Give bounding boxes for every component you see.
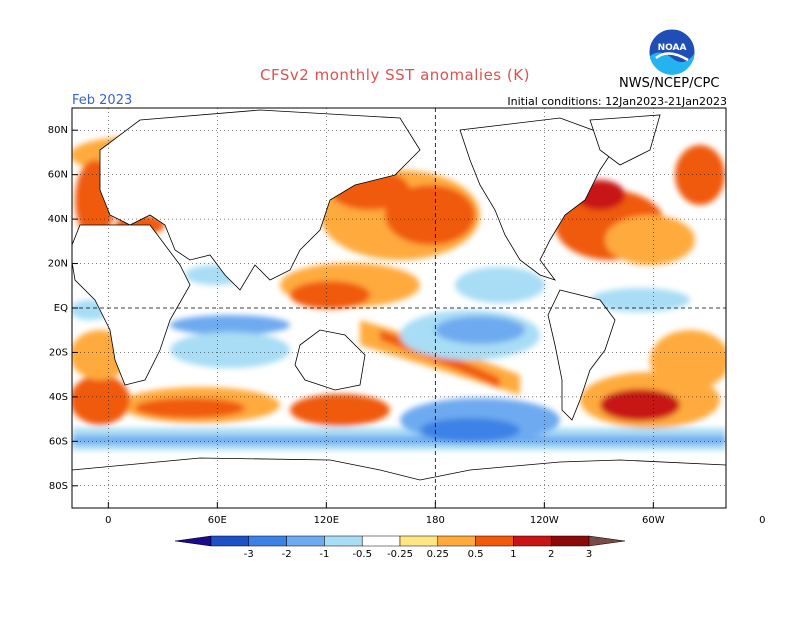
lat-lon-grid — [72, 108, 726, 508]
lon-label: 60E — [208, 515, 227, 526]
colorbar-box — [550, 535, 590, 547]
australia — [294, 329, 366, 391]
colorbar-label: -2 — [282, 549, 292, 560]
lat-label: 40S — [49, 392, 68, 403]
noaa-logo-icon: NOAA — [648, 28, 696, 76]
colorbar-box — [286, 535, 325, 547]
colorbar-box — [210, 535, 250, 547]
longitude-labels: 0 60E 120E 180 120W 60W 0 — [105, 515, 765, 526]
colorbar-high-arrow — [588, 535, 626, 547]
colorbar-label: -3 — [244, 549, 254, 560]
lon-label: 180 — [426, 515, 445, 526]
valid-month-label: Feb 2023 — [72, 93, 133, 108]
colorbar: -3 -2 -1 -0.5 -0.25 0.25 0.5 1 2 3 — [174, 535, 626, 560]
continents — [72, 109, 726, 508]
colorbar-label: 0.5 — [468, 549, 484, 560]
svg-text:NOAA: NOAA — [658, 43, 687, 53]
colorbar-label: -1 — [319, 549, 329, 560]
lon-label: 120W — [530, 515, 559, 526]
colorbar-box — [399, 535, 439, 547]
lat-label: 80S — [49, 481, 68, 492]
lon-label: 120E — [314, 515, 339, 526]
initial-conditions-label: Initial conditions: 12Jan2023-21Jan2023 — [507, 95, 727, 108]
antarctica — [72, 457, 726, 508]
lon-label: 0 — [759, 515, 765, 526]
lon-label: 0 — [105, 515, 111, 526]
colorbar-label: 1 — [510, 549, 516, 560]
lon-label: 60W — [642, 515, 665, 526]
colorbar-box — [475, 535, 514, 547]
colorbar-box — [248, 535, 287, 547]
colorbar-label: 2 — [548, 549, 554, 560]
latitude-labels: 80N 60N 40N 20N EQ 20S 40S 60S 80S — [48, 125, 68, 492]
africa — [72, 224, 191, 386]
colorbar-box — [361, 535, 401, 547]
map-title: CFSv2 monthly SST anomalies (K) — [260, 66, 530, 84]
greenland — [589, 114, 661, 166]
lat-label: 60N — [48, 170, 68, 181]
lat-label: 20N — [48, 259, 68, 270]
colorbar-label: 0.25 — [427, 549, 449, 560]
colorbar-low-arrow — [174, 535, 212, 547]
colorbar-box — [513, 535, 552, 547]
south-america — [547, 289, 616, 421]
colorbar-box — [437, 535, 476, 547]
map-frame — [71, 107, 727, 509]
lat-label: EQ — [54, 303, 68, 314]
lat-label: 80N — [48, 125, 68, 136]
colorbar-label: 3 — [586, 549, 592, 560]
colorbar-label: -0.5 — [352, 549, 372, 560]
agency-label: NWS/NCEP/CPC — [619, 76, 720, 91]
lat-label: 20S — [49, 347, 68, 358]
colorbar-label: -0.25 — [387, 549, 413, 560]
lat-label: 40N — [48, 214, 68, 225]
eurasia — [99, 109, 421, 291]
colorbar-box — [324, 535, 363, 547]
lat-label: 60S — [49, 436, 68, 447]
